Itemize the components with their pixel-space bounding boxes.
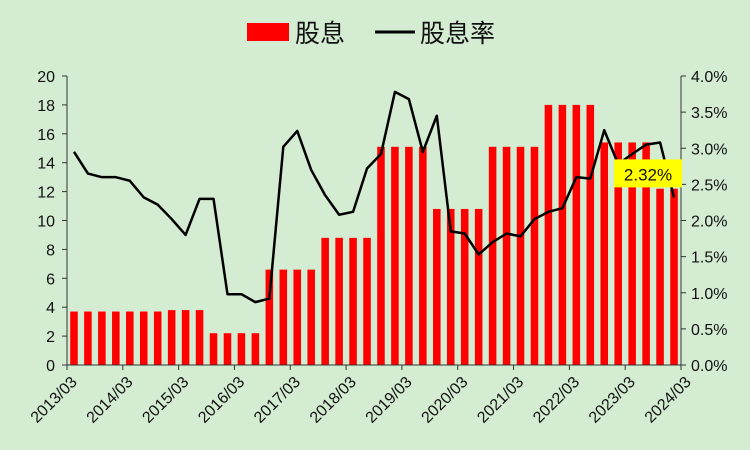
bar-26 — [433, 208, 441, 365]
bar-24 — [405, 146, 413, 365]
y-right-tick-labels: 0.0% 0.5% 1.0% 1.5% 2.0% 2.5% 3.0% 3.5% 4.0% — [681, 69, 727, 375]
y-left-tick-label: 12 — [37, 185, 55, 202]
legend-label-yield: 股息率 — [420, 19, 495, 48]
y-left-tick-label: 16 — [37, 127, 55, 144]
bar-6 — [153, 311, 162, 365]
bar-40 — [628, 142, 636, 365]
y-right-tick-label: 1.0% — [691, 286, 727, 303]
bar-20 — [349, 237, 357, 365]
bar-35 — [558, 104, 567, 366]
y-left-tick-label: 8 — [46, 242, 55, 259]
x-tick-label: 2023/03 — [586, 374, 639, 427]
y-left-tick-labels: 0 2 4 6 8 10 12 14 16 18 20 — [37, 69, 67, 375]
bar-27 — [446, 208, 455, 365]
line-series-yield-layer — [72, 90, 676, 304]
y-right-tick-label: 1.5% — [691, 250, 727, 267]
bar-41 — [642, 142, 650, 365]
bar-42 — [656, 188, 664, 365]
x-tick-label: 2017/03 — [251, 374, 304, 427]
legend: 股息 股息率 — [247, 19, 495, 48]
y-right-tick-label: 2.0% — [691, 214, 727, 231]
bar-32 — [516, 146, 525, 365]
y-left-tick-label: 20 — [37, 69, 55, 86]
bar-10 — [209, 333, 218, 365]
bar-38 — [600, 142, 609, 365]
bar-22 — [377, 146, 385, 365]
bar-33 — [530, 146, 539, 365]
bar-13 — [251, 333, 260, 365]
x-tick-label: 2015/03 — [139, 374, 192, 427]
x-tick-label: 2021/03 — [474, 374, 527, 427]
bar-17 — [307, 269, 315, 365]
y-left-tick-label: 18 — [37, 98, 55, 115]
x-tick-label: 2022/03 — [530, 374, 583, 427]
bar-36 — [572, 104, 581, 366]
bar-34 — [544, 104, 553, 366]
y-left-tick-label: 6 — [46, 271, 55, 288]
bar-1 — [84, 311, 92, 365]
x-tick-labels: 2013/03 2014/03 2015/03 2016/03 2017/03 2018/… — [28, 365, 695, 427]
bar-11 — [223, 333, 232, 365]
bar-5 — [139, 311, 148, 365]
bar-series-dividend — [70, 104, 678, 366]
bar-12 — [237, 333, 246, 365]
bar-9 — [195, 310, 204, 365]
legend-swatch-dividend — [247, 23, 289, 41]
y-right-tick-label: 3.0% — [691, 141, 727, 158]
x-tick-label: 2024/03 — [642, 374, 695, 427]
x-tick-label: 2014/03 — [84, 374, 137, 427]
y-right-tick-label: 0.0% — [691, 358, 727, 375]
bar-15 — [279, 269, 288, 365]
bar-19 — [335, 237, 343, 365]
y-right-tick-label: 2.5% — [691, 177, 727, 194]
y-left-tick-label: 10 — [37, 214, 55, 231]
y-right-tick-label: 0.5% — [691, 322, 727, 339]
bar-3 — [112, 311, 120, 365]
last-value-callout: 2.32% — [614, 159, 683, 188]
x-tick-label: 2016/03 — [195, 374, 248, 427]
x-tick-label: 2018/03 — [307, 374, 360, 427]
x-tick-label: 2019/03 — [363, 374, 416, 427]
bar-8 — [181, 310, 190, 365]
bar-23 — [391, 146, 399, 365]
bar-28 — [460, 208, 469, 365]
bar-14 — [265, 269, 274, 365]
x-tick-label: 2013/03 — [28, 374, 81, 427]
y-right-tick-label: 3.5% — [691, 105, 727, 122]
line-series-yield — [72, 90, 676, 304]
bar-16 — [293, 269, 302, 365]
bar-37 — [586, 104, 595, 366]
legend-label-dividend: 股息 — [295, 19, 345, 48]
bar-2 — [98, 311, 106, 365]
y-left-tick-label: 0 — [46, 358, 55, 375]
bar-25 — [419, 146, 427, 365]
callout-label: 2.32% — [624, 165, 672, 184]
x-tick-label: 2020/03 — [419, 374, 472, 427]
bar-18 — [321, 237, 329, 365]
bar-43 — [670, 188, 678, 365]
bar-30 — [488, 146, 497, 365]
bar-0 — [70, 311, 78, 365]
bar-4 — [126, 311, 134, 365]
bar-39 — [614, 142, 622, 365]
bar-7 — [167, 310, 176, 365]
y-left-tick-label: 14 — [37, 156, 55, 173]
y-right-tick-label: 4.0% — [691, 69, 727, 86]
y-left-tick-label: 2 — [46, 329, 55, 346]
y-left-tick-label: 4 — [46, 300, 55, 317]
callout-box — [614, 159, 683, 188]
bar-29 — [474, 208, 483, 365]
bar-31 — [502, 146, 511, 365]
bar-21 — [363, 237, 371, 365]
